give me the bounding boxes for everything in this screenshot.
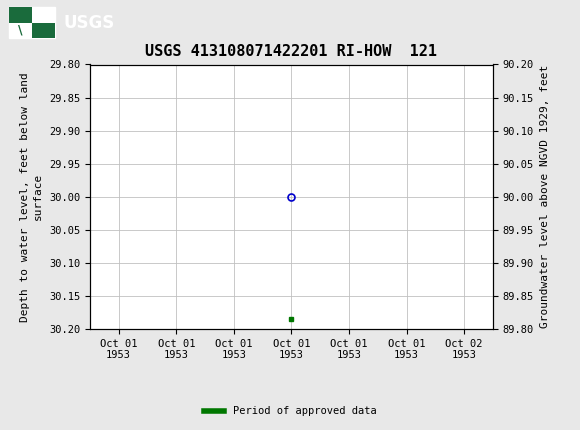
FancyBboxPatch shape	[32, 22, 55, 38]
Y-axis label: Depth to water level, feet below land
surface: Depth to water level, feet below land su…	[20, 72, 44, 322]
Y-axis label: Groundwater level above NGVD 1929, feet: Groundwater level above NGVD 1929, feet	[539, 65, 549, 329]
Title: USGS 413108071422201 RI-HOW  121: USGS 413108071422201 RI-HOW 121	[146, 44, 437, 59]
FancyBboxPatch shape	[9, 7, 32, 22]
Legend: Period of approved data: Period of approved data	[200, 402, 380, 421]
Text: USGS: USGS	[64, 14, 115, 31]
Text: \: \	[18, 24, 23, 37]
FancyBboxPatch shape	[9, 7, 55, 38]
